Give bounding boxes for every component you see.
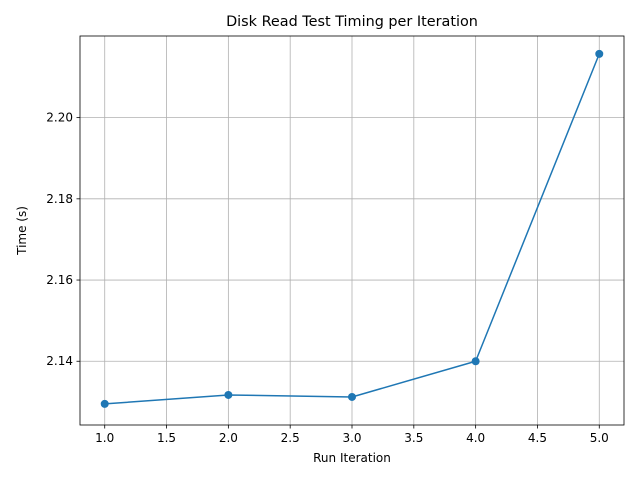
x-tick-label: 4.5 [528,431,547,445]
data-point [100,399,109,408]
y-tick-label: 2.20 [46,111,73,125]
y-tick-label: 2.14 [46,354,73,368]
data-point [595,49,604,58]
x-tick-label: 1.5 [157,431,176,445]
data-point [471,357,480,366]
axes: 1.0 1.5 2.0 2.5 3.0 3.5 4.0 4.5 5.0 2.14 2.16 2.18 2… [46,35,625,445]
grid-lines [80,36,624,425]
data-point [224,390,233,399]
y-tick-label: 2.16 [46,273,73,287]
x-axis-label: Run Iteration [313,451,391,465]
x-tick-label: 4.0 [466,431,485,445]
data-point [348,392,356,401]
x-tick-label: 3.0 [342,431,361,445]
x-tick-label: 2.5 [281,431,300,445]
x-tick-label: 5.0 [590,431,609,445]
y-axis-label: Time (s) [15,206,29,256]
series-layer [100,49,604,408]
y-tick-label: 2.18 [46,192,73,206]
x-tick-label: 2.0 [219,431,238,445]
x-tick-label: 1.0 [95,431,114,445]
x-tick-label: 3.5 [404,431,423,445]
chart-title: Disk Read Test Timing per Iteration [226,14,478,30]
